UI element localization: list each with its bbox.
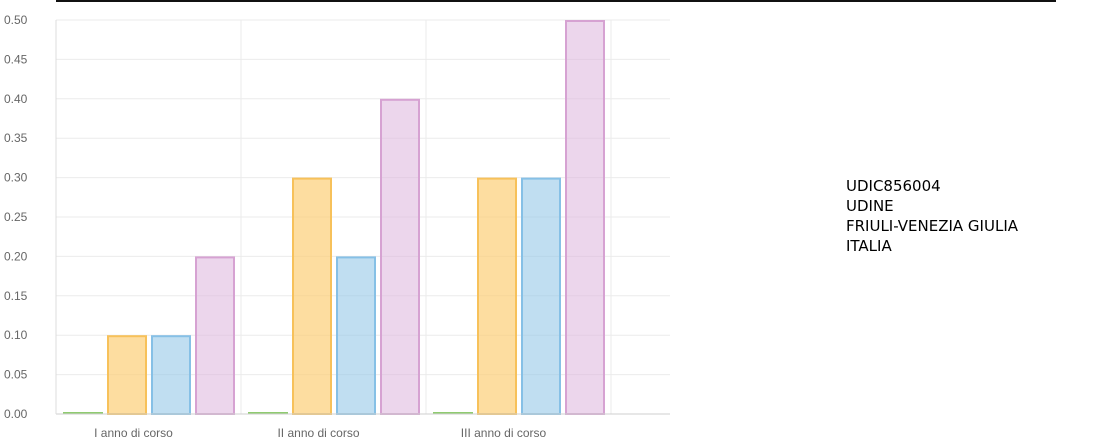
- x-tick-labels: I anno di corso II anno di corso III anno …: [94, 426, 546, 440]
- y-tick-label: 0.45: [4, 52, 28, 66]
- y-tick-label: 0.10: [4, 328, 28, 342]
- x-tick-label: I anno di corso: [94, 426, 173, 440]
- school-region: FRIULI-VENEZIA GIULIA: [846, 217, 1019, 235]
- y-tick-label: 0.30: [4, 171, 28, 185]
- school-city: UDINE: [846, 197, 894, 215]
- bar[interactable]: [336, 256, 376, 415]
- y-tick-label: 0.00: [4, 407, 28, 421]
- bar[interactable]: [433, 412, 473, 414]
- top-rule: [56, 0, 1056, 2]
- school-info: UDIC856004 UDINE FRIULI-VENEZIA GIULIA I…: [846, 176, 1018, 256]
- bar[interactable]: [380, 98, 420, 416]
- y-tick-label: 0.35: [4, 131, 28, 145]
- bar[interactable]: [195, 256, 235, 415]
- school-code: UDIC856004: [846, 177, 941, 195]
- bar[interactable]: [63, 412, 103, 414]
- axes: [55, 20, 670, 415]
- bar[interactable]: [521, 177, 561, 415]
- school-country: ITALIA: [846, 237, 892, 255]
- y-tick-label: 0.25: [4, 210, 28, 224]
- bars: [63, 20, 605, 416]
- x-tick-label: III anno di corso: [461, 426, 547, 440]
- x-tick-label: II anno di corso: [277, 426, 359, 440]
- bar[interactable]: [292, 177, 332, 415]
- bar[interactable]: [248, 412, 288, 414]
- y-tick-label: 0.40: [4, 92, 28, 106]
- y-tick-label: 0.05: [4, 368, 28, 382]
- bar[interactable]: [107, 335, 147, 416]
- y-tick-labels: 0.00 0.05 0.10 0.15 0.20 0.25 0.30 0.35 0.40 0.45…: [4, 13, 28, 421]
- bar[interactable]: [477, 177, 517, 415]
- y-tick-label: 0.15: [4, 289, 28, 303]
- bar[interactable]: [151, 335, 191, 416]
- y-tick-label: 0.20: [4, 249, 28, 263]
- bar-chart: 0.00 0.05 0.10 0.15 0.20 0.25 0.30 0.35 0.40 0.45…: [4, 13, 670, 440]
- bar[interactable]: [565, 20, 605, 415]
- y-tick-label: 0.50: [4, 13, 28, 27]
